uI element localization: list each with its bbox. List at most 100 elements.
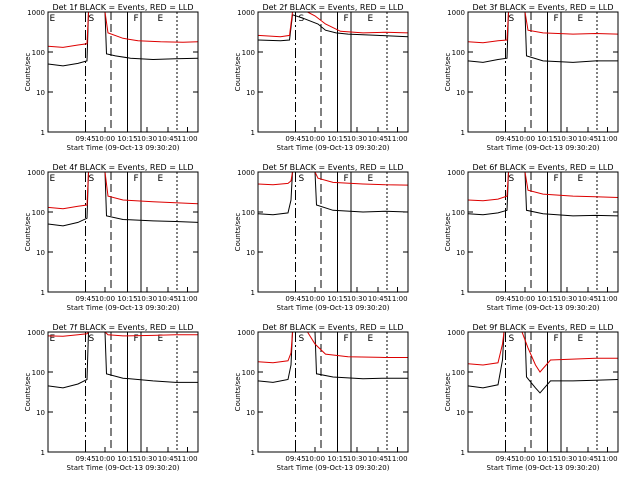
series-line-events — [47, 11, 199, 67]
plot-frame — [257, 11, 409, 133]
event-marker-label: E — [368, 334, 374, 344]
y-axis-label: Counts/sec — [234, 53, 242, 92]
x-tick-label: 10:45 — [158, 295, 178, 303]
x-tick-label: 11:00 — [387, 455, 407, 463]
y-tick-label: 10 — [456, 89, 465, 97]
y-tick-label: 1000 — [447, 169, 465, 177]
y-tick-label: 1 — [41, 289, 45, 297]
x-tick-label: 10:15 — [537, 135, 557, 143]
x-tick-label: 10:45 — [368, 295, 388, 303]
y-axis-label: Counts/sec — [444, 213, 452, 252]
panel-title: Det 7f BLACK = Events, RED = LLD — [52, 323, 193, 332]
series-line-lld — [257, 171, 409, 186]
series-line-events — [257, 14, 409, 42]
x-tick-label: 11:00 — [177, 455, 197, 463]
event-marker-label: S — [299, 174, 305, 184]
x-tick-label: 10:30 — [347, 295, 367, 303]
plot-frame — [467, 331, 619, 453]
y-tick-label: 1 — [461, 289, 465, 297]
x-tick-label: 10:00 — [305, 135, 325, 143]
plot-frame — [47, 11, 199, 133]
x-tick-label: 10:45 — [578, 455, 598, 463]
x-axis-label: Start Time (09-Oct-13 09:30:20) — [487, 464, 600, 472]
y-axis-label: Counts/sec — [444, 373, 452, 412]
series-line-events — [467, 331, 619, 394]
event-marker-label: S — [89, 334, 95, 344]
y-tick-label: 1000 — [447, 9, 465, 17]
x-tick-label: 10:00 — [515, 455, 535, 463]
y-tick-label: 100 — [452, 49, 465, 57]
y-tick-label: 100 — [242, 49, 255, 57]
y-axis-label: Counts/sec — [24, 373, 32, 412]
y-tick-label: 10 — [456, 409, 465, 417]
series-line-lld — [467, 11, 619, 44]
x-tick-label: 10:30 — [137, 135, 157, 143]
event-marker-label: E — [158, 174, 164, 184]
x-tick-label: 09:45 — [285, 295, 305, 303]
x-tick-label: 11:00 — [177, 295, 197, 303]
event-marker-label: S — [509, 14, 515, 24]
panel-title: Det 9f BLACK = Events, RED = LLD — [472, 323, 613, 332]
x-tick-label: 10:15 — [327, 295, 347, 303]
x-tick-label: 11:00 — [597, 135, 617, 143]
plot-frame — [467, 171, 619, 293]
panel-title: Det 2f BLACK = Events, RED = LLD — [262, 3, 403, 12]
x-tick-label: 11:00 — [387, 295, 407, 303]
event-marker-label: S — [299, 14, 305, 24]
x-tick-label: 10:30 — [347, 455, 367, 463]
y-axis-label: Counts/sec — [24, 53, 32, 92]
y-tick-label: 100 — [242, 209, 255, 217]
x-tick-label: 10:15 — [327, 455, 347, 463]
x-tick-label: 10:30 — [557, 455, 577, 463]
event-marker-label: F — [344, 334, 349, 344]
y-tick-label: 1 — [461, 129, 465, 137]
series-line-lld — [47, 171, 199, 210]
x-tick-label: 11:00 — [597, 295, 617, 303]
x-tick-label: 10:00 — [305, 455, 325, 463]
event-marker-label: E — [158, 334, 164, 344]
event-marker-label: F — [344, 174, 349, 184]
series-line-lld — [467, 171, 619, 202]
series-line-lld — [47, 11, 199, 48]
event-marker-label: F — [134, 174, 139, 184]
x-tick-label: 10:15 — [327, 135, 347, 143]
y-tick-label: 1 — [251, 449, 255, 457]
y-tick-label: 1000 — [447, 329, 465, 337]
x-tick-label: 10:15 — [537, 295, 557, 303]
y-tick-label: 1000 — [237, 329, 255, 337]
event-marker-label: S — [509, 174, 515, 184]
x-tick-label: 10:15 — [117, 455, 137, 463]
series-line-events — [467, 11, 618, 63]
event-marker-label: E — [578, 174, 584, 184]
series-line-lld — [257, 331, 408, 364]
x-tick-label: 10:00 — [95, 295, 115, 303]
x-tick-label: 10:45 — [158, 455, 178, 463]
x-tick-label: 10:30 — [137, 295, 157, 303]
y-tick-label: 100 — [452, 369, 465, 377]
x-tick-label: 10:30 — [557, 295, 577, 303]
x-tick-label: 10:00 — [95, 135, 115, 143]
x-tick-label: 10:00 — [95, 455, 115, 463]
x-tick-label: 09:45 — [495, 295, 515, 303]
x-tick-label: 10:15 — [537, 455, 557, 463]
y-tick-label: 10 — [36, 89, 45, 97]
y-tick-label: 100 — [32, 369, 45, 377]
event-marker-label: E — [158, 14, 164, 24]
event-marker-label: E — [50, 174, 56, 184]
y-tick-label: 10 — [36, 249, 45, 257]
event-marker-label: E — [368, 14, 374, 24]
y-tick-label: 10 — [36, 409, 45, 417]
y-axis-label: Counts/sec — [234, 373, 242, 412]
plot-frame — [467, 11, 619, 133]
panel-title: Det 3f BLACK = Events, RED = LLD — [472, 3, 613, 12]
y-axis-label: Counts/sec — [444, 53, 452, 92]
y-tick-label: 1000 — [27, 329, 45, 337]
panel-title: Det 5f BLACK = Events, RED = LLD — [262, 163, 403, 172]
x-axis-label: Start Time (09-Oct-13 09:30:20) — [487, 144, 600, 152]
event-marker-label: E — [578, 334, 584, 344]
panel-title: Det 8f BLACK = Events, RED = LLD — [262, 323, 403, 332]
y-tick-label: 100 — [452, 209, 465, 217]
y-tick-label: 10 — [246, 249, 255, 257]
x-axis-label: Start Time (09-Oct-13 09:30:20) — [277, 144, 390, 152]
y-tick-label: 1000 — [27, 9, 45, 17]
